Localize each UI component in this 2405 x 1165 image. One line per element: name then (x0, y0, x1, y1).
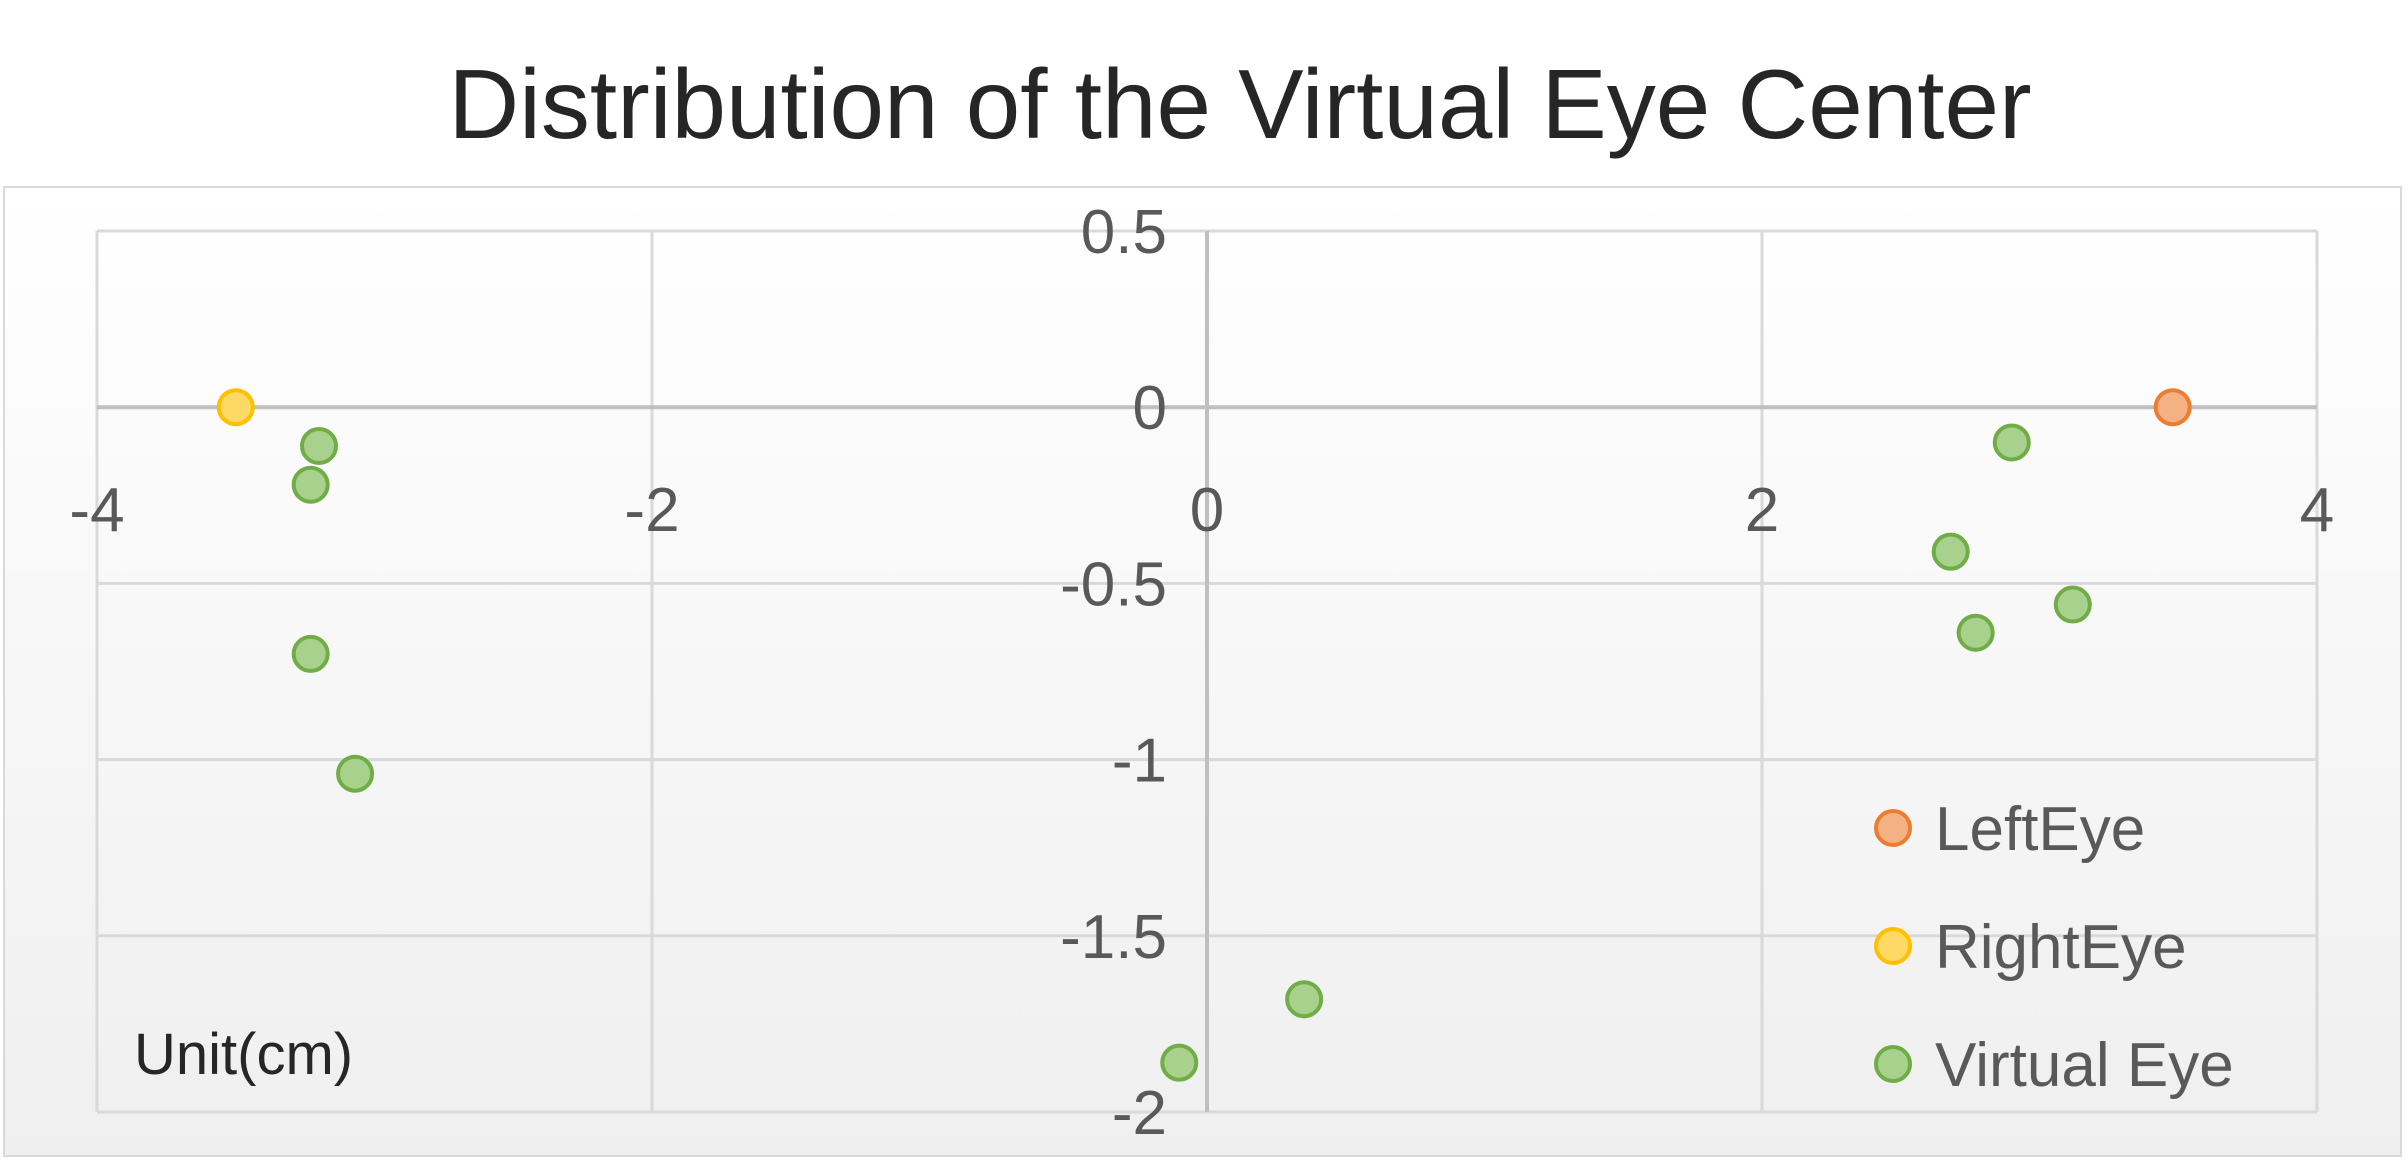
y-tick-label: 0 (1133, 374, 1167, 443)
legend-label-lefteye: LeftEye (1935, 795, 2145, 864)
point-virtual-eye (291, 634, 330, 673)
chart-area (3, 186, 2402, 1157)
x-tick-label: 2 (1745, 476, 1779, 545)
legend: LeftEye RightEye Virtual Eye (1874, 795, 2234, 1100)
x-tick-label: 0 (1190, 476, 1224, 545)
point-virtual-eye (1285, 980, 1324, 1019)
y-tick-label: -0.5 (1060, 550, 1167, 619)
y-tick-label: -2 (1112, 1079, 1167, 1148)
point-lefteye (2153, 388, 2192, 427)
point-virtual-eye (2053, 585, 2092, 624)
axes (97, 231, 2317, 1112)
legend-marker-righteye (1874, 927, 1912, 965)
legend-label-virtual-eye: Virtual Eye (1935, 1031, 2234, 1100)
point-virtual-eye (291, 465, 330, 504)
chart-title: Distribution of the Virtual Eye Center (448, 49, 2031, 159)
unit-annotation: Unit(cm) (134, 1022, 353, 1087)
y-tick-label: 0.5 (1081, 198, 1167, 267)
x-tick-label: -4 (69, 476, 124, 545)
point-virtual-eye (1992, 423, 2031, 462)
x-tick-label: -2 (624, 476, 679, 545)
point-virtual-eye (1160, 1043, 1199, 1082)
x-tick-label: 4 (2300, 476, 2334, 545)
legend-marker-virtual-eye (1874, 1045, 1912, 1083)
point-virtual-eye (300, 426, 338, 465)
legend-marker-lefteye (1874, 809, 1912, 847)
data-points (216, 388, 2192, 1082)
point-virtual-eye (1931, 532, 1970, 571)
point-virtual-eye (336, 754, 375, 793)
y-tick-label: -1.5 (1060, 903, 1167, 972)
tick-labels: -4 -2 0 2 4 0.5 0 -0.5 -1 -1.5 -2 (69, 198, 2334, 1148)
legend-label-righteye: RightEye (1935, 913, 2187, 982)
point-virtual-eye (1956, 613, 1995, 652)
y-tick-label: -1 (1112, 727, 1167, 796)
point-righteye (216, 388, 255, 427)
